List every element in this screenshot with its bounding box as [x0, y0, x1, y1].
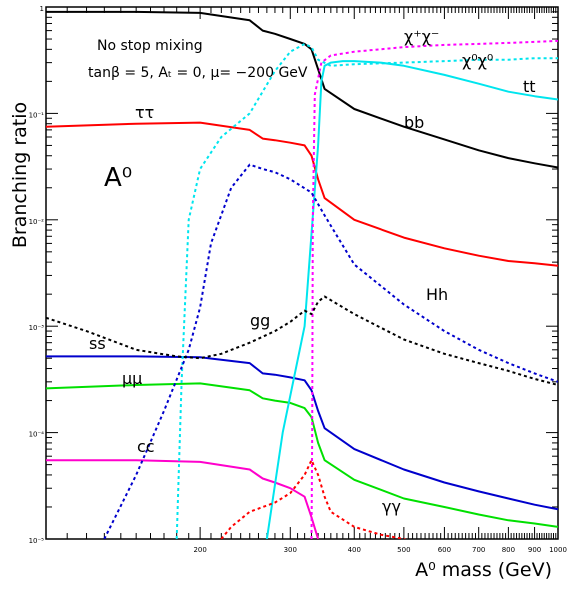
series-curve-0: [46, 10, 558, 169]
y-tick-label: 10⁻³: [29, 324, 45, 332]
data-curves: [46, 10, 558, 539]
series-curve-8: [103, 163, 558, 539]
tick-labels: 200 300 400 500 600 700 800 900 1000 1 10⁻¹ 10⁻² 10⁻…: [29, 5, 567, 554]
x-tick-label: 500: [397, 546, 410, 554]
y-tick-label: 1: [40, 5, 44, 13]
series-curve-3: [46, 355, 558, 511]
x-tick-label: 200: [193, 546, 206, 554]
x-tick-label: 900: [528, 546, 541, 554]
series-label-gg: gg: [250, 311, 270, 330]
x-tick-label: 1000: [549, 546, 567, 554]
y-axis-title: Branching ratio: [9, 102, 31, 248]
series-label-gammagamma: γγ: [382, 497, 401, 516]
y-tick-label: 10⁻¹: [29, 111, 45, 119]
x-tick-label: 600: [438, 546, 451, 554]
series-label-mumu: μμ: [122, 369, 142, 388]
series-label-ss: ss: [89, 334, 106, 353]
x-tick-label: 700: [472, 546, 485, 554]
series-curve-6: [310, 39, 558, 539]
series-curve-10: [220, 459, 407, 539]
series-curve-9: [46, 295, 558, 386]
plot-frame: [45, 6, 559, 540]
series-curve-1: [46, 121, 558, 267]
series-label-chargino: χ⁺χ⁻: [404, 27, 439, 46]
y-tick-label: 10⁻⁴: [29, 431, 45, 439]
x-axis-title: A⁰ mass (GeV): [415, 559, 552, 581]
series-label-bb: bb: [404, 113, 424, 132]
series-curve-2: [46, 382, 558, 528]
y-tick-label: 10⁻⁵: [29, 537, 45, 545]
panel-label: A⁰: [104, 163, 132, 193]
series-curve-5: [265, 60, 558, 539]
series-label-hh: Hh: [426, 285, 448, 304]
x-tick-label: 400: [348, 546, 361, 554]
series-label-cc: cc: [137, 437, 155, 456]
series-curve-7: [175, 42, 558, 539]
x-tick-label: 300: [284, 546, 297, 554]
series-label-tautau: ττ: [135, 103, 154, 122]
annotation-stop-mixing: No stop mixing: [97, 38, 203, 54]
x-tick-label: 800: [502, 546, 515, 554]
y-tick-label: 10⁻²: [29, 218, 45, 226]
series-label-tt: tt: [523, 77, 536, 96]
series-label-neutralino: χ⁰χ⁰: [462, 51, 493, 70]
series-curve-4: [46, 459, 320, 539]
annotation-parameters: tanβ = 5, Aₜ = 0, μ= −200 GeV: [88, 65, 308, 81]
